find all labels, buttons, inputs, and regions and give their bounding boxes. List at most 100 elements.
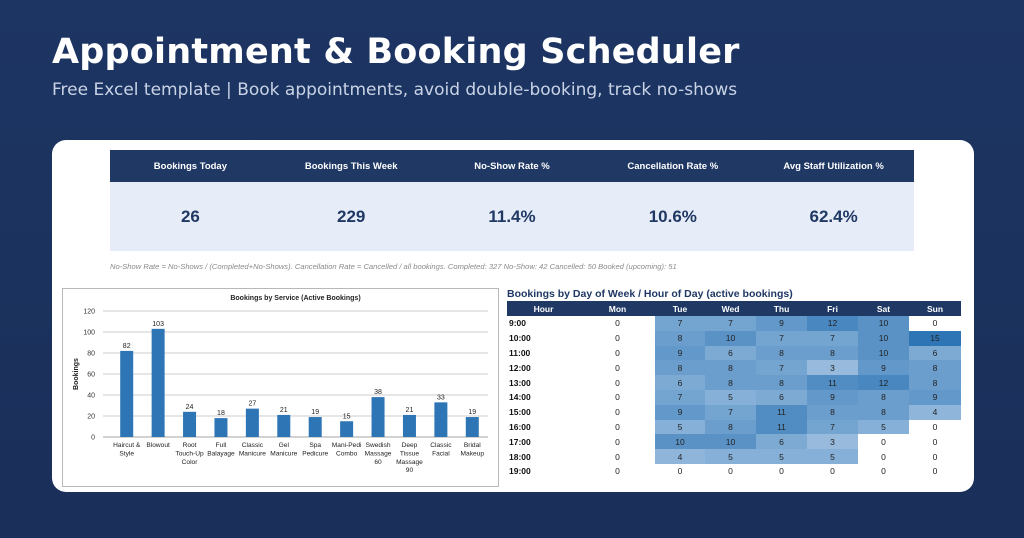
heatmap-cell: 0 [615, 392, 620, 403]
kpi-value-cancellation-rate: 10.6% [648, 206, 697, 226]
bar-data-label: 18 [217, 410, 225, 417]
heatmap-cell: 0 [881, 436, 886, 447]
heatmap-header-row: Hour Mon Tue Wed Thu Fri Sat Sun [507, 301, 961, 316]
kpi-label-bookings-week: Bookings This Week [304, 160, 398, 172]
heatmap-hour-label: 12:00 [509, 362, 531, 373]
heatmap-cell: 0 [932, 436, 938, 447]
heatmap-hour-label: 11:00 [509, 347, 531, 358]
heatmap-cell: 8 [807, 404, 858, 420]
heatmap-hour-label: 14:00 [509, 392, 531, 403]
heatmap-col-header: Sun [909, 301, 961, 316]
heatmap-cell: 7 [807, 330, 858, 346]
bar [151, 328, 165, 437]
heatmap-cell: 8 [705, 360, 756, 376]
bar-chart-svg: Bookings by Service (Active Bookings) 0 20… [73, 295, 488, 474]
heatmap-cell: 8 [655, 360, 705, 376]
heatmap-hour-label: 13:00 [509, 377, 531, 388]
heatmap-row: 9:00 0 7 7 9 12 10 0 [507, 316, 961, 331]
kpi-header-row: Bookings Today Bookings This Week No-Sho… [110, 150, 914, 182]
heatmap-cell: 9 [655, 404, 705, 420]
heatmap-cell: 0 [881, 451, 886, 462]
heatmap-cell: 7 [807, 419, 858, 435]
bar-data-label: 15 [343, 413, 351, 420]
heatmap-cell: 6 [909, 345, 961, 361]
heatmap-cell: 9 [909, 389, 961, 405]
heatmap-hour-label: 10:00 [509, 333, 531, 344]
kpi-footnote: No-Show Rate = No-Shows / (Completed+No-… [110, 262, 677, 271]
heatmap-row: 14:00 0 7 5 6 9 8 9 [507, 389, 961, 405]
heatmap-cell: 7 [705, 404, 756, 420]
heatmap-cell: 9 [858, 360, 909, 376]
heatmap-cell: 0 [932, 421, 938, 432]
kpi-value-bookings-week: 229 [337, 206, 366, 226]
heatmap-cell: 0 [615, 451, 620, 462]
bar [434, 402, 448, 437]
heatmap-cell: 5 [705, 449, 756, 464]
x-tick-label: Full Balayage [207, 442, 235, 457]
bar-data-label: 21 [406, 407, 414, 414]
y-tick-label: 20 [87, 414, 95, 421]
heatmap-cell: 5 [756, 449, 807, 464]
heatmap-cell: 0 [615, 421, 620, 432]
heatmap-col-header: Tue [655, 301, 705, 316]
x-tick-label: Haircut & Style [113, 442, 141, 457]
heatmap-cell: 6 [756, 389, 807, 405]
bar [214, 418, 228, 437]
y-tick-label: 80 [87, 351, 95, 358]
bar [120, 350, 134, 437]
heatmap-cell: 8 [756, 345, 807, 361]
heatmap-cell: 10 [705, 330, 756, 346]
heatmap-hour-label: 16:00 [509, 421, 531, 432]
heatmap-cell: 8 [756, 375, 807, 390]
bar [371, 397, 385, 437]
heatmap-cell: 7 [756, 360, 807, 376]
heatmap-cell: 10 [858, 316, 909, 331]
heatmap-cell: 12 [858, 375, 909, 390]
bar-data-label: 19 [468, 409, 476, 416]
heatmap-row: 19:00 0 0 0 0 0 0 0 [507, 464, 961, 479]
bar-data-label: 38 [374, 389, 382, 396]
bar [340, 421, 354, 437]
heatmap-col-header: Thu [756, 301, 807, 316]
heatmap-cell: 0 [932, 318, 938, 329]
heatmap-cell: 4 [909, 404, 961, 420]
y-tick-label: 40 [87, 393, 95, 400]
heatmap-hour-label: 19:00 [509, 466, 531, 477]
bar [465, 417, 479, 437]
heatmap-cell: 0 [677, 466, 683, 477]
bar-data-label: 21 [280, 407, 288, 414]
kpi-value-staff-utilization: 62.4% [809, 206, 858, 226]
heatmap-cell: 10 [858, 345, 909, 361]
kpi-label-staff-utilization: Avg Staff Utilization % [783, 160, 884, 172]
heatmap-cell: 10 [858, 330, 909, 346]
bar [183, 411, 197, 437]
bookings-by-service-chart[interactable]: Bookings by Service (Active Bookings) 0 20… [62, 288, 499, 487]
x-tick-label: Blowout [146, 442, 170, 449]
x-tick-label: Root Touch-Up Color [175, 442, 204, 466]
heatmap-cell: 0 [615, 436, 620, 447]
heatmap-cell: 0 [615, 377, 620, 388]
y-tick-label: 120 [83, 309, 95, 316]
kpi-label-bookings-today: Bookings Today [153, 160, 227, 172]
page-subtitle: Free Excel template | Book appointments,… [52, 80, 738, 100]
heatmap-cell: 8 [655, 330, 705, 346]
dashboard-card: Bookings Today Bookings This Week No-Sho… [52, 140, 974, 492]
heatmap-cell: 0 [615, 333, 620, 344]
x-tick-label: Deep Tissue Massage 90 [396, 442, 423, 474]
heatmap-hour-label: 17:00 [509, 436, 531, 447]
y-axis-label: Bookings [73, 358, 80, 390]
chart-title: Bookings by Service (Active Bookings) [230, 295, 360, 302]
heatmap-cell: 3 [807, 360, 858, 376]
heatmap-cell: 0 [932, 451, 938, 462]
y-tick-label: 0 [91, 435, 95, 442]
heatmap-cell: 11 [756, 404, 807, 420]
heatmap-hour-label: 9:00 [509, 318, 527, 329]
x-tick-label: Classic Manicure [239, 442, 266, 457]
heatmap-cell: 8 [858, 404, 909, 420]
heatmap-cell: 4 [655, 449, 705, 464]
bar-data-label: 27 [248, 401, 256, 408]
heatmap-col-header: Wed [705, 301, 756, 316]
y-tick-label: 60 [87, 372, 95, 379]
kpi-value-bookings-today: 26 [180, 206, 200, 226]
heatmap-cell: 9 [807, 389, 858, 405]
